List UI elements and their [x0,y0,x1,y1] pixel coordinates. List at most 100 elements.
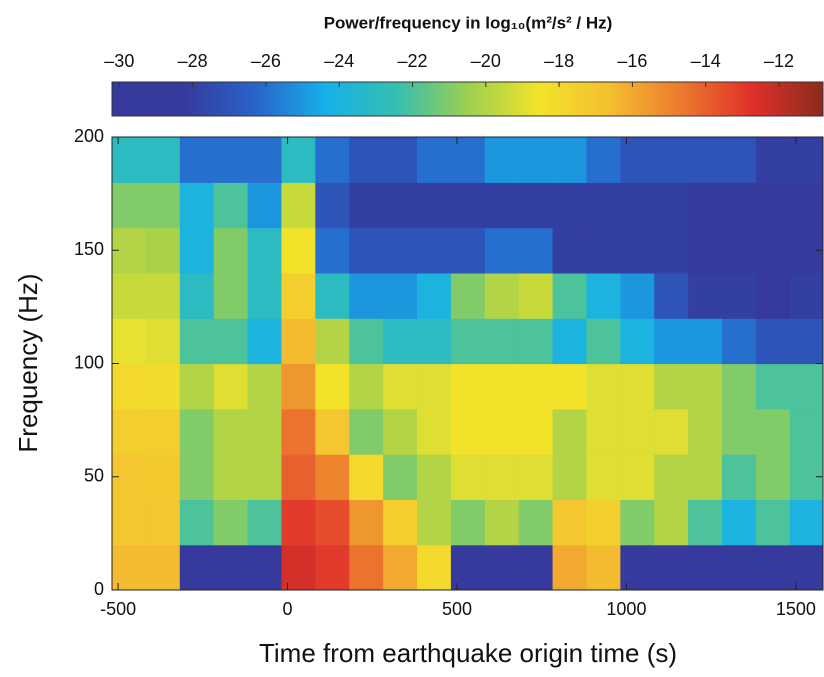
heatmap-cell [789,499,823,546]
colorbar-tick-label: –24 [324,51,354,71]
heatmap-cell [213,182,249,229]
heatmap-cell [688,227,723,274]
heatmap-cell [383,137,418,183]
heatmap-cell [349,499,384,546]
heatmap-cell [518,499,554,546]
heatmap-cell [722,499,757,546]
heatmap-cell [484,408,520,455]
heatmap-cell [552,454,588,500]
heatmap-cell [484,227,520,274]
heatmap-cell [484,137,520,183]
heatmap-cell [179,182,215,229]
heatmap-cell [112,408,147,455]
heatmap-cell [112,137,147,183]
heatmap-cell [789,182,823,229]
heatmap-cell [450,408,486,455]
heatmap-cell [789,363,823,410]
heatmap-cell [586,137,621,183]
heatmap-cell [247,318,283,365]
heatmap-cell [112,272,147,319]
heatmap-cell [586,182,621,229]
heatmap-cell [450,137,486,183]
heatmap-cell [315,363,350,410]
heatmap-cell [654,182,689,229]
heatmap-cell [620,454,655,500]
heatmap-cell [247,227,283,274]
heatmap-cell [450,182,486,229]
heatmap-cell [417,544,452,590]
x-tick-label: 1000 [606,599,646,619]
heatmap-cell [213,408,249,455]
x-tick-label: 0 [283,599,293,619]
heatmap-cell [688,272,723,319]
heatmap-cell [586,544,621,590]
heatmap-cell [247,272,283,319]
heatmap-cell [552,227,588,274]
heatmap-cell [654,363,689,410]
heatmap-cell [281,227,316,274]
heatmap-cell [755,318,791,365]
heatmap-cell [417,182,452,229]
heatmap-cell [755,182,791,229]
heatmap-cell [552,137,588,183]
heatmap-cell [552,318,588,365]
heatmap-cell [484,499,520,546]
heatmap-cell [145,363,181,410]
heatmap-cell [620,408,655,455]
heatmap-cell [281,363,316,410]
heatmap-cell [179,272,215,319]
colorbar [111,81,824,117]
heatmap-cell [620,182,655,229]
heatmap-cell [654,499,689,546]
y-tick-label: 0 [94,579,104,599]
colorbar-tick-label: –12 [764,51,794,71]
x-tick-label: -500 [100,599,136,619]
heatmap-cell [349,318,384,365]
heatmap-cell [179,363,215,410]
heatmap-cell [722,227,757,274]
heatmap-cell [688,454,723,500]
heatmap-cell [349,363,384,410]
heatmap-cell [654,318,689,365]
heatmap-cell [315,227,350,274]
heatmap-cell [281,182,316,229]
heatmap-cell [315,137,350,183]
heatmap-cell [315,318,350,365]
heatmap-cell [315,272,350,319]
heatmap-cell [349,544,384,590]
heatmap-cell [518,182,554,229]
heatmap-cell [722,318,757,365]
heatmap-cell [349,408,384,455]
heatmap-cell [145,137,181,183]
heatmap-cell [213,363,249,410]
heatmap-cell [349,454,384,500]
heatmap-cell [620,272,655,319]
heatmap-cell [789,137,823,183]
heatmap-cell [383,227,418,274]
heatmap-cell [315,454,350,500]
heatmap-cell [518,227,554,274]
heatmap-cell [722,137,757,183]
heatmap-cell [722,408,757,455]
heatmap-cell [281,544,316,590]
heatmap-cell [518,318,554,365]
heatmap-cell [383,272,418,319]
heatmap-cell [755,544,791,590]
heatmap-cell [213,544,249,590]
heatmap-cell [145,227,181,274]
heatmap-cell [789,408,823,455]
heatmap-cell [484,363,520,410]
heatmap [112,137,823,590]
heatmap-cell [620,318,655,365]
colorbar-tick-label: –14 [691,51,721,71]
heatmap-cell [484,272,520,319]
heatmap-cell [213,499,249,546]
heatmap-cell [179,499,215,546]
heatmap-cell [383,182,418,229]
heatmap-cell [755,227,791,274]
heatmap-cell [145,318,181,365]
heatmap-cell [518,137,554,183]
heatmap-cell [450,227,486,274]
